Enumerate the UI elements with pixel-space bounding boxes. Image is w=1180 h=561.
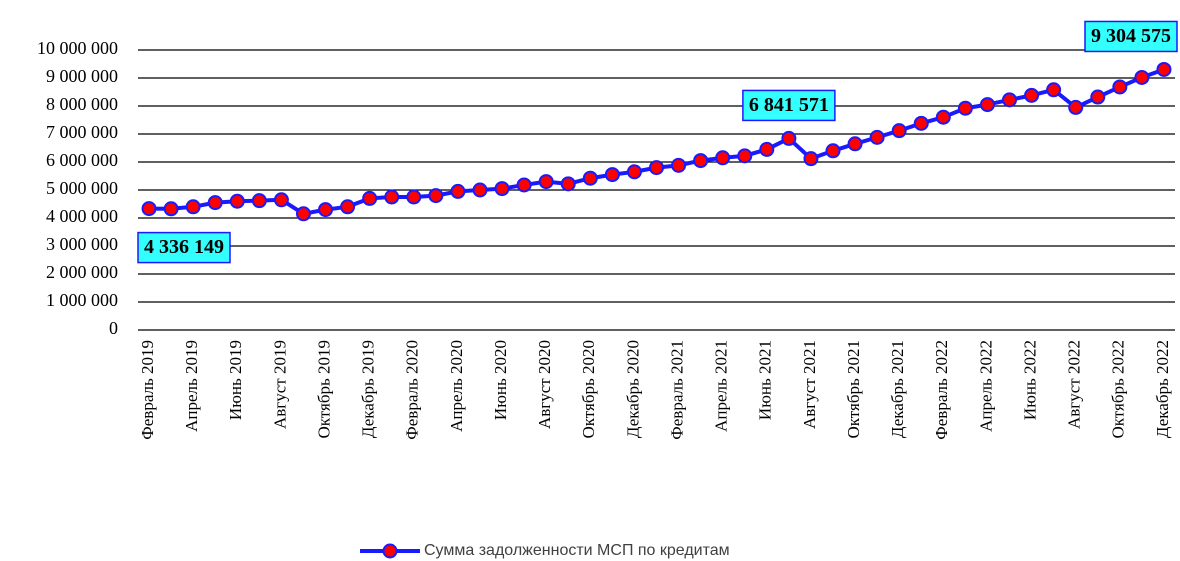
point-marker (626, 164, 642, 180)
point-marker (693, 153, 709, 169)
data-label-text: 4 336 149 (144, 236, 224, 258)
data-label: 9 304 575 (1084, 20, 1178, 53)
point-marker (560, 176, 576, 192)
x-tick-label: Декабрь 2021 (888, 340, 907, 438)
point-marker (494, 181, 510, 197)
point-marker (538, 174, 554, 190)
x-tick-label: Октябрь 2020 (579, 340, 598, 439)
point-marker (1068, 99, 1084, 115)
x-tick-label: Июнь 2019 (226, 340, 245, 420)
point-marker (516, 177, 532, 193)
x-tick-label: Август 2022 (1065, 340, 1084, 429)
point-marker (207, 195, 223, 211)
x-tick-label: Октябрь 2019 (314, 340, 333, 439)
y-tick-label: 10 000 000 (37, 38, 118, 58)
point-marker (1090, 89, 1106, 105)
data-label-box (1084, 20, 1178, 53)
point-marker (759, 141, 775, 157)
point-marker (1112, 79, 1128, 95)
x-tick-label: Апрель 2022 (976, 340, 995, 432)
x-tick-label: Февраль 2022 (932, 340, 951, 440)
point-marker (384, 189, 400, 205)
point-marker (847, 136, 863, 152)
x-tick-label: Июнь 2021 (756, 340, 775, 420)
x-tick-label: Апрель 2021 (712, 340, 731, 432)
x-tick-label: Апрель 2020 (447, 340, 466, 432)
data-label-box (137, 231, 231, 264)
point-marker (803, 151, 819, 167)
x-tick-label: Февраль 2021 (667, 340, 686, 440)
point-marker (1134, 69, 1150, 85)
point-marker (450, 183, 466, 199)
point-marker (340, 199, 356, 215)
y-tick-label: 2 000 000 (46, 262, 118, 282)
x-tick-label: Декабрь 2020 (623, 340, 642, 438)
y-tick-label: 9 000 000 (46, 66, 118, 86)
point-marker (604, 167, 620, 183)
x-tick-label: Август 2019 (270, 340, 289, 429)
point-marker (1024, 87, 1040, 103)
x-tick-label: Август 2021 (800, 340, 819, 429)
point-marker (163, 201, 179, 217)
series-line (149, 67, 1165, 216)
y-tick-label: 3 000 000 (46, 234, 118, 254)
y-tick-label: 6 000 000 (46, 150, 118, 170)
point-marker (671, 157, 687, 173)
x-tick-label: Февраль 2020 (403, 340, 422, 440)
point-marker (295, 206, 311, 222)
data-label: 6 841 571 (742, 89, 836, 122)
point-marker (649, 160, 664, 176)
data-label-text: 6 841 571 (749, 94, 829, 116)
point-marker (781, 130, 797, 146)
y-tick-label: 4 000 000 (46, 206, 118, 226)
point-marker (825, 143, 841, 159)
point-marker (979, 97, 995, 113)
y-tick-label: 5 000 000 (46, 178, 118, 198)
y-tick-label: 7 000 000 (46, 122, 118, 142)
point-marker (141, 201, 157, 217)
x-tick-label: Февраль 2019 (138, 340, 157, 440)
x-tick-label: Декабрь 2022 (1153, 340, 1172, 438)
point-marker (957, 100, 973, 116)
point-marker (318, 202, 334, 218)
x-tick-label: Декабрь 2019 (359, 340, 378, 438)
x-tick-label: Октябрь 2022 (1109, 340, 1128, 439)
x-tick-label: Июнь 2022 (1020, 340, 1039, 420)
x-tick-label: Октябрь 2021 (844, 340, 863, 439)
point-marker (582, 170, 598, 186)
point-marker (1046, 82, 1062, 98)
legend-label: Сумма задолженности МСП по кредитам (424, 542, 730, 559)
legend-marker (382, 543, 398, 559)
point-marker (715, 150, 731, 166)
x-tick-label: Август 2020 (535, 340, 554, 429)
point-marker (251, 193, 267, 209)
data-label-box (742, 89, 836, 122)
point-marker (472, 182, 488, 198)
y-tick-label: 0 (109, 318, 118, 338)
point-marker (935, 109, 951, 125)
y-tick-label: 1 000 000 (46, 290, 118, 310)
point-marker (362, 190, 378, 206)
point-marker (869, 129, 885, 145)
point-marker (428, 188, 444, 204)
point-marker (229, 193, 245, 209)
point-marker (737, 148, 753, 164)
point-marker (1002, 92, 1018, 108)
point-marker (273, 192, 289, 208)
point-marker (406, 189, 422, 205)
data-label: 4 336 149 (137, 231, 231, 264)
data-label-text: 9 304 575 (1091, 25, 1171, 47)
y-tick-label: 8 000 000 (46, 94, 118, 114)
x-tick-label: Июнь 2020 (491, 340, 510, 420)
x-tick-label: Апрель 2019 (182, 340, 201, 432)
point-marker (185, 199, 201, 215)
point-marker (1156, 61, 1172, 77)
point-marker (913, 115, 929, 131)
point-marker (891, 123, 907, 139)
